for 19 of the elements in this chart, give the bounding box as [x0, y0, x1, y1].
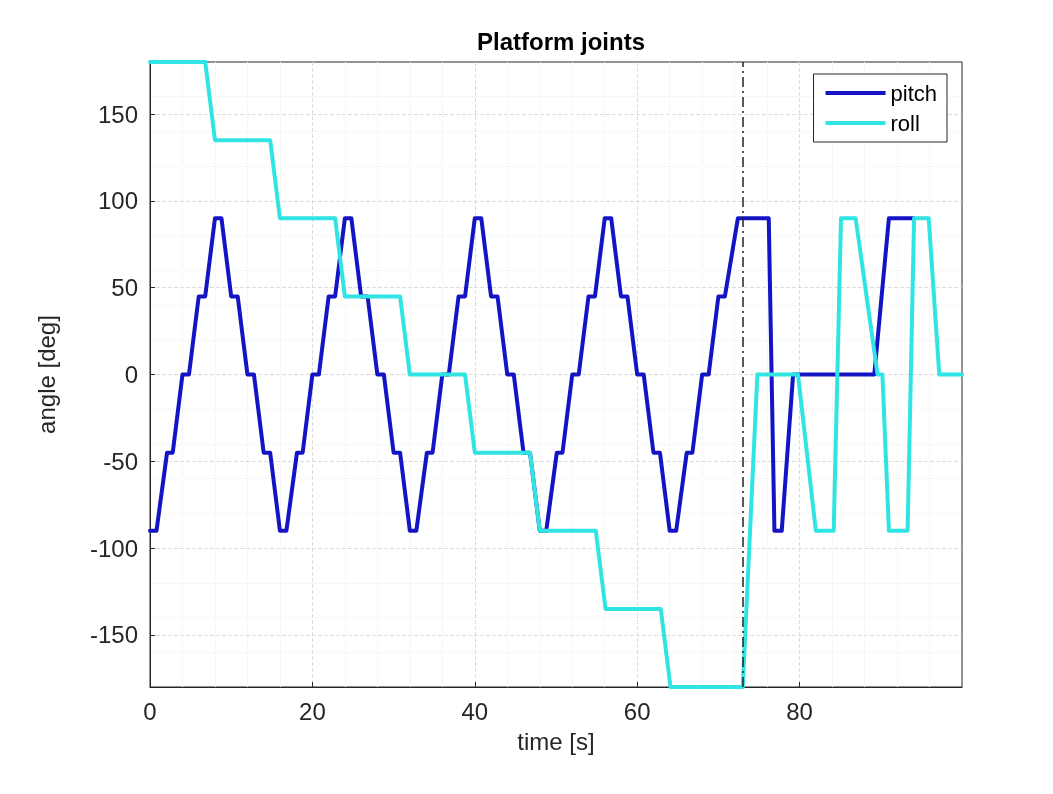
- x-axis-title: time [s]: [517, 727, 595, 755]
- y-tick-label: -50: [103, 447, 138, 475]
- line-series: [148, 60, 964, 689]
- x-tick-label: 20: [299, 697, 326, 725]
- y-tick-label: 150: [97, 100, 138, 128]
- legend-label: pitch: [890, 80, 938, 106]
- x-tick-label: 80: [786, 697, 813, 725]
- legend-label: roll: [890, 110, 920, 136]
- y-axis-title: angle [deg]: [32, 315, 60, 434]
- y-tick-label: 0: [124, 361, 138, 388]
- chart-title: Platform joints: [476, 27, 646, 55]
- y-tick-label: -100: [89, 534, 138, 562]
- y-tick-label: -150: [89, 621, 138, 649]
- x-tick-label: 0: [143, 697, 157, 725]
- y-tick-label: 50: [111, 274, 138, 302]
- y-tick-label: 100: [97, 187, 138, 215]
- x-tick-label: 40: [461, 697, 489, 725]
- line-series: [148, 216, 916, 533]
- x-tick-label: 60: [623, 697, 651, 725]
